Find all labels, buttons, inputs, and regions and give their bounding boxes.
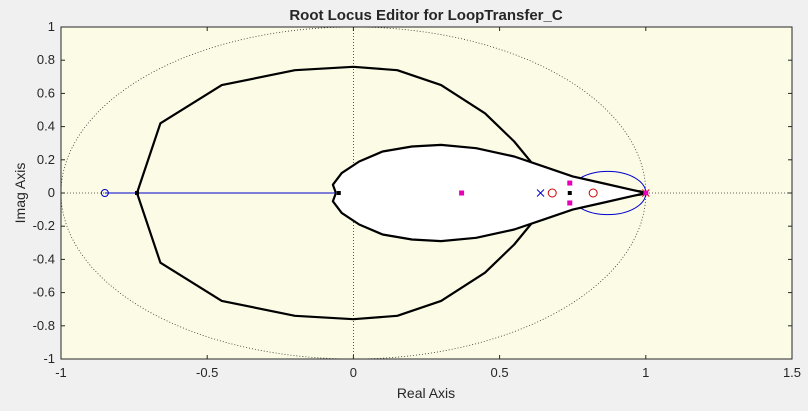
compensator-pole (536, 189, 545, 197)
y-tick-label: 0.4 (37, 119, 55, 134)
x-axis-label: Real Axis (397, 385, 455, 401)
axis-layer: -1 -0.5 0 0.5 1 1.5 1 0.8 0.6 0.4 0.2 0 -0.2 -0.4 -0.6… (33, 19, 801, 380)
locus-point (135, 191, 140, 195)
y-tick-label: -0.4 (33, 251, 55, 266)
closed-loop-pole (643, 190, 649, 196)
x-tick-label: 0 (350, 365, 357, 380)
plant-zero (547, 188, 557, 198)
chart-title: Root Locus Editor for LoopTransfer_C (289, 7, 563, 24)
x-tick-label: 0.5 (491, 365, 509, 380)
y-tick-label: 0.2 (37, 152, 55, 167)
locus-point (567, 191, 572, 195)
closed-loop-pole (459, 190, 465, 196)
closed-loop-pole (567, 200, 573, 206)
x-tick-label: 1.5 (783, 365, 801, 380)
x-tick-label: -1 (55, 365, 67, 380)
x-tick-label: -0.5 (196, 365, 218, 380)
y-tick-label: -0.2 (33, 218, 55, 233)
y-tick-label: 0.8 (37, 52, 55, 67)
y-axis-label: Imag Axis (12, 163, 28, 224)
closed-loop-pole (567, 180, 573, 186)
compensator-zero (100, 189, 109, 197)
y-tick-label: 0.6 (37, 85, 55, 100)
y-tick-label: -1 (43, 351, 55, 366)
y-tick-label: 1 (48, 19, 55, 34)
x-tick-label: 1 (642, 365, 649, 380)
marker-layer (100, 180, 650, 206)
y-tick-label: -0.6 (33, 285, 55, 300)
y-tick-label: 0 (48, 185, 55, 200)
y-tick-label: -0.8 (33, 318, 55, 333)
locus-point (336, 191, 341, 195)
plant-zero (588, 188, 598, 198)
